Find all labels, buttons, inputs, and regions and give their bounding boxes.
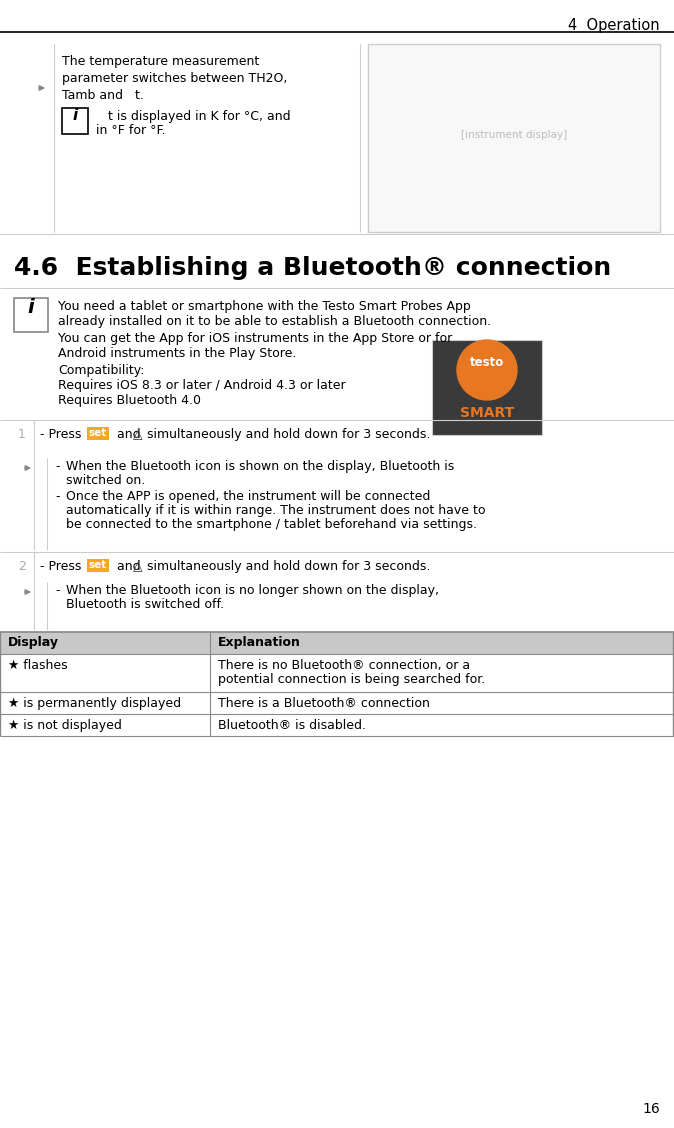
- Text: parameter switches between TH2O,: parameter switches between TH2O,: [62, 72, 287, 85]
- Text: The temperature measurement: The temperature measurement: [62, 55, 259, 68]
- Text: Compatibility:: Compatibility:: [58, 364, 144, 377]
- Bar: [62, 108, 88, 134]
- Bar: [0, 691, 674, 714]
- Text: -: -: [55, 460, 59, 473]
- Circle shape: [457, 340, 517, 400]
- Text: i: i: [72, 108, 78, 123]
- Bar: [87, 428, 109, 440]
- Bar: [368, 44, 660, 232]
- Text: t is displayed in K for °C, and: t is displayed in K for °C, and: [96, 111, 290, 123]
- Text: Once the APP is opened, the instrument will be connected: Once the APP is opened, the instrument w…: [66, 490, 431, 503]
- Text: You need a tablet or smartphone with the Testo Smart Probes App: You need a tablet or smartphone with the…: [58, 300, 470, 312]
- Bar: [87, 559, 109, 572]
- Text: Tamb and   t.: Tamb and t.: [62, 89, 144, 102]
- Text: be connected to the smartphone / tablet beforehand via settings.: be connected to the smartphone / tablet …: [66, 518, 477, 531]
- Text: ★ is not displayed: ★ is not displayed: [8, 719, 122, 732]
- Text: in °F for °F.: in °F for °F.: [96, 124, 166, 136]
- Text: 1: 1: [18, 428, 26, 441]
- Text: automatically if it is within range. The instrument does not have to: automatically if it is within range. The…: [66, 504, 485, 517]
- Bar: [432, 340, 542, 435]
- Text: -: -: [55, 490, 59, 503]
- Text: testo: testo: [470, 356, 504, 369]
- Text: - Press: - Press: [40, 428, 86, 441]
- Text: 2: 2: [18, 559, 26, 573]
- Text: Bluetooth® is disabled.: Bluetooth® is disabled.: [218, 719, 366, 732]
- Text: ★ is permanently displayed: ★ is permanently displayed: [8, 697, 181, 710]
- Text: [instrument display]: [instrument display]: [461, 130, 567, 140]
- Text: Explanation: Explanation: [218, 636, 301, 649]
- Text: When the Bluetooth icon is shown on the display, Bluetooth is: When the Bluetooth icon is shown on the …: [66, 460, 454, 473]
- Text: i: i: [28, 298, 34, 317]
- Text: set: set: [89, 428, 107, 438]
- Text: and: and: [113, 559, 145, 573]
- Text: Requires Bluetooth 4.0: Requires Bluetooth 4.0: [58, 394, 201, 407]
- Text: -: -: [55, 584, 59, 597]
- Text: and: and: [113, 428, 145, 441]
- Text: switched on.: switched on.: [66, 474, 146, 487]
- Text: 4.6  Establishing a Bluetooth® connection: 4.6 Establishing a Bluetooth® connection: [14, 256, 611, 280]
- Text: simultaneously and hold down for 3 seconds.: simultaneously and hold down for 3 secon…: [143, 559, 431, 573]
- Text: already installed on it to be able to establish a Bluetooth connection.: already installed on it to be able to es…: [58, 315, 491, 328]
- Text: SMART: SMART: [460, 406, 514, 420]
- Text: simultaneously and hold down for 3 seconds.: simultaneously and hold down for 3 secon…: [143, 428, 431, 441]
- Bar: [0, 654, 674, 691]
- Text: Display: Display: [8, 636, 59, 649]
- Text: △: △: [133, 428, 143, 441]
- Text: There is a Bluetooth® connection: There is a Bluetooth® connection: [218, 697, 430, 710]
- Text: ★ flashes: ★ flashes: [8, 659, 67, 672]
- Text: There is no Bluetooth® connection, or a: There is no Bluetooth® connection, or a: [218, 659, 470, 672]
- Text: Android instruments in the Play Store.: Android instruments in the Play Store.: [58, 347, 297, 360]
- Text: 16: 16: [642, 1102, 660, 1116]
- Text: You can get the App for iOS instruments in the App Store or for: You can get the App for iOS instruments …: [58, 332, 452, 345]
- Text: - Press: - Press: [40, 559, 86, 573]
- Text: 4  Operation: 4 Operation: [568, 18, 660, 33]
- Text: Requires iOS 8.3 or later / Android 4.3 or later: Requires iOS 8.3 or later / Android 4.3 …: [58, 379, 346, 393]
- Text: potential connection is being searched for.: potential connection is being searched f…: [218, 673, 485, 686]
- Text: set: set: [89, 559, 107, 570]
- Text: Bluetooth is switched off.: Bluetooth is switched off.: [66, 598, 224, 611]
- Text: When the Bluetooth icon is no longer shown on the display,: When the Bluetooth icon is no longer sho…: [66, 584, 439, 597]
- Bar: [0, 632, 674, 654]
- Bar: [14, 298, 48, 332]
- Bar: [0, 714, 674, 735]
- Text: △: △: [133, 559, 143, 573]
